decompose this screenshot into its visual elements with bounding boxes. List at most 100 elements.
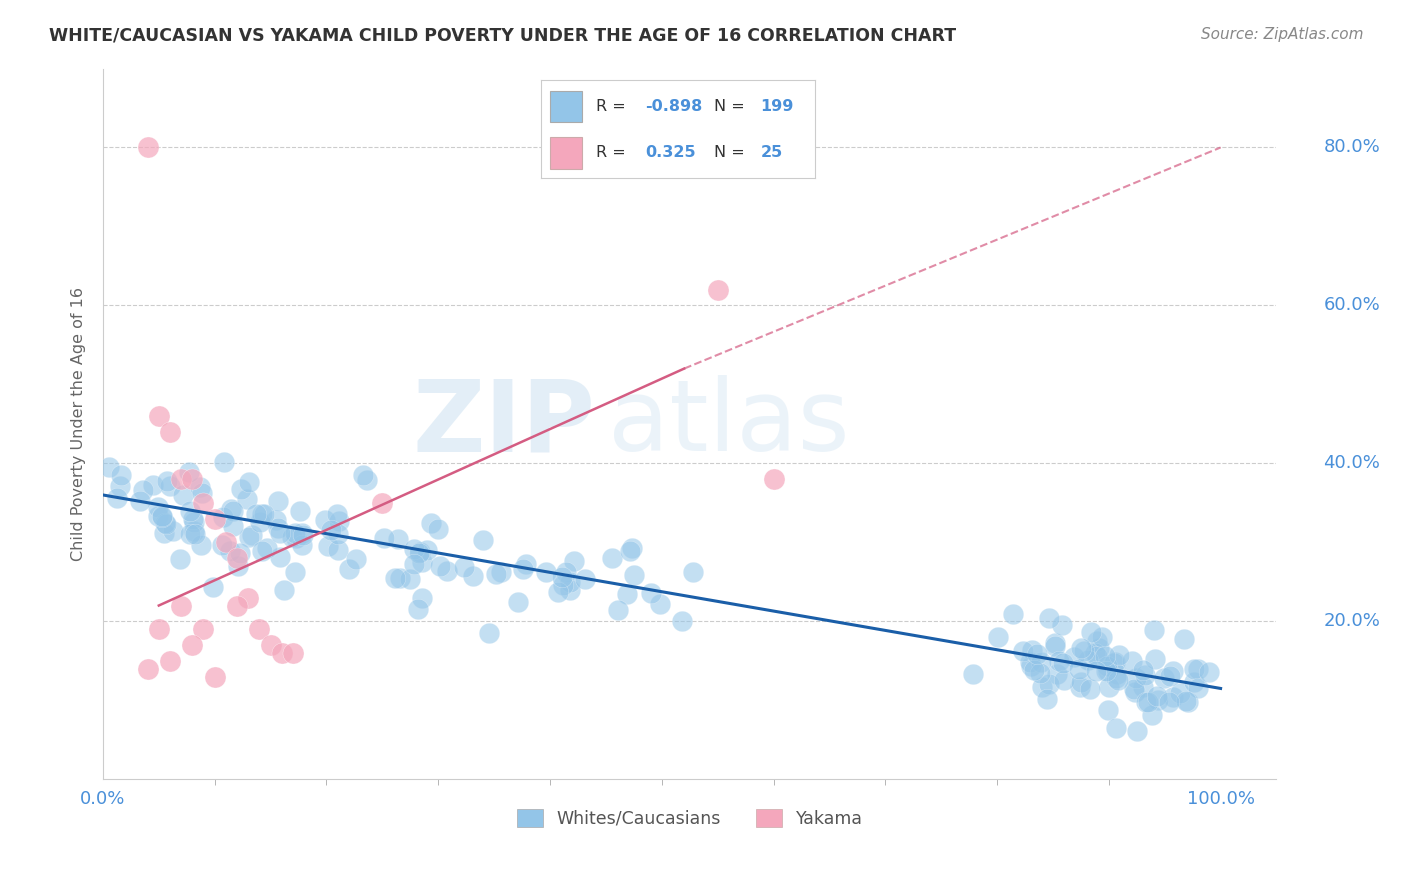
Text: 60.0%: 60.0% xyxy=(1323,296,1381,315)
Point xyxy=(706,283,728,297)
Point xyxy=(211,538,233,552)
Point xyxy=(534,566,557,580)
Point xyxy=(179,504,201,518)
Point xyxy=(170,472,193,486)
Point xyxy=(226,551,249,566)
Point xyxy=(110,468,132,483)
Point xyxy=(1063,649,1085,664)
Point xyxy=(292,528,315,542)
Point xyxy=(1070,640,1092,655)
Point xyxy=(229,482,252,496)
Point xyxy=(228,558,250,573)
Point xyxy=(159,479,181,493)
Text: R =: R = xyxy=(596,99,626,114)
Point xyxy=(620,541,643,555)
Point xyxy=(281,646,304,660)
Text: 80.0%: 80.0% xyxy=(1323,138,1381,156)
Point xyxy=(1025,648,1047,662)
Point xyxy=(1097,703,1119,717)
Point xyxy=(1080,681,1102,696)
Point xyxy=(1043,640,1066,654)
Point xyxy=(562,554,585,568)
Point xyxy=(560,575,582,590)
Point xyxy=(1173,632,1195,646)
Point xyxy=(1077,653,1099,667)
Point xyxy=(328,514,350,528)
Text: Source: ZipAtlas.com: Source: ZipAtlas.com xyxy=(1201,27,1364,42)
Point xyxy=(489,565,512,579)
Point xyxy=(267,494,290,508)
Point xyxy=(1019,658,1042,673)
Point xyxy=(1168,685,1191,699)
Text: 25: 25 xyxy=(761,145,783,161)
Point xyxy=(177,465,200,479)
Point xyxy=(264,513,287,527)
Point xyxy=(471,533,494,548)
Point xyxy=(1050,618,1073,632)
Point xyxy=(411,591,433,606)
Point xyxy=(229,546,252,560)
Point xyxy=(648,597,671,611)
Point xyxy=(222,518,245,533)
Point xyxy=(1143,623,1166,637)
Point xyxy=(1153,671,1175,685)
Point xyxy=(1182,674,1205,689)
Point xyxy=(399,573,422,587)
Point xyxy=(1198,665,1220,679)
Point xyxy=(256,541,278,556)
Point xyxy=(179,527,201,541)
Point xyxy=(219,502,242,516)
Point xyxy=(344,552,367,566)
Text: 199: 199 xyxy=(761,99,794,114)
Point xyxy=(1098,680,1121,694)
Point xyxy=(314,513,336,527)
Point xyxy=(1094,649,1116,664)
Point xyxy=(250,507,273,521)
Point xyxy=(408,546,430,560)
Point xyxy=(409,545,432,559)
Point xyxy=(142,478,165,492)
Point xyxy=(288,504,311,518)
Point xyxy=(148,509,170,524)
Point xyxy=(219,544,242,558)
Point xyxy=(148,409,170,423)
Point xyxy=(238,475,260,490)
Point xyxy=(1094,664,1116,678)
Point xyxy=(259,638,281,652)
Point xyxy=(436,564,458,578)
Point xyxy=(1090,630,1112,644)
Point xyxy=(555,565,578,579)
Point xyxy=(226,599,249,613)
Point xyxy=(284,526,307,541)
Point xyxy=(273,583,295,598)
Point xyxy=(682,565,704,579)
Point xyxy=(326,508,349,522)
Point xyxy=(419,516,441,531)
Point xyxy=(181,638,204,652)
Point xyxy=(319,523,342,537)
Point xyxy=(105,491,128,505)
Point xyxy=(1035,692,1057,706)
Point xyxy=(352,467,374,482)
Point xyxy=(404,557,426,571)
Point xyxy=(1105,721,1128,735)
Point xyxy=(337,562,360,576)
Point xyxy=(153,526,176,541)
Text: atlas: atlas xyxy=(607,376,849,473)
Point xyxy=(1047,654,1070,668)
Point xyxy=(607,603,630,617)
Point xyxy=(159,654,181,668)
Point xyxy=(1146,690,1168,704)
Point xyxy=(284,565,307,579)
Point xyxy=(602,550,624,565)
Point xyxy=(640,585,662,599)
Point xyxy=(250,544,273,558)
Point xyxy=(1161,664,1184,678)
Point xyxy=(416,543,439,558)
Point xyxy=(1087,649,1109,664)
Point xyxy=(1102,656,1125,670)
Point xyxy=(408,602,430,616)
Point xyxy=(411,556,433,570)
Point xyxy=(269,549,291,564)
Point xyxy=(1135,695,1157,709)
